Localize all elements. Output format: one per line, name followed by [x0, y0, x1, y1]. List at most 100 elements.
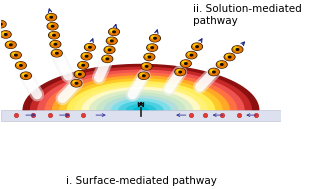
Text: i. Surface-mediated pathway: i. Surface-mediated pathway [66, 176, 216, 186]
Circle shape [145, 54, 154, 60]
Circle shape [102, 55, 113, 62]
Circle shape [104, 46, 115, 53]
Circle shape [194, 44, 198, 47]
Circle shape [84, 44, 95, 51]
Circle shape [106, 48, 110, 50]
Circle shape [81, 53, 92, 60]
Circle shape [236, 49, 239, 50]
Circle shape [185, 63, 187, 64]
Circle shape [181, 60, 191, 67]
Circle shape [150, 35, 160, 41]
Circle shape [23, 74, 27, 76]
Circle shape [111, 30, 115, 32]
Circle shape [21, 72, 31, 79]
Circle shape [141, 63, 152, 70]
Circle shape [111, 40, 113, 42]
Circle shape [10, 52, 21, 59]
Circle shape [107, 38, 116, 44]
Circle shape [150, 35, 160, 42]
Polygon shape [111, 99, 171, 110]
Circle shape [78, 73, 81, 75]
Circle shape [52, 50, 61, 56]
Circle shape [5, 41, 16, 48]
Circle shape [47, 14, 56, 20]
Circle shape [51, 50, 62, 57]
Circle shape [87, 45, 90, 48]
Circle shape [226, 55, 230, 57]
Circle shape [177, 70, 181, 72]
Circle shape [228, 56, 231, 58]
Polygon shape [75, 85, 207, 110]
Circle shape [0, 31, 11, 38]
Circle shape [143, 75, 145, 77]
Polygon shape [30, 67, 252, 110]
Circle shape [1, 31, 10, 37]
Circle shape [149, 45, 153, 48]
Circle shape [113, 31, 115, 33]
Circle shape [20, 65, 22, 66]
Polygon shape [38, 70, 244, 110]
Circle shape [51, 33, 55, 36]
Circle shape [179, 71, 181, 73]
Circle shape [4, 34, 7, 35]
Circle shape [104, 57, 108, 59]
Circle shape [108, 49, 111, 51]
Circle shape [51, 25, 54, 27]
Circle shape [53, 34, 55, 36]
Circle shape [196, 46, 198, 47]
Circle shape [75, 71, 84, 77]
Circle shape [9, 44, 12, 46]
Polygon shape [45, 73, 237, 110]
Circle shape [106, 58, 109, 60]
Polygon shape [97, 93, 185, 110]
Circle shape [76, 72, 80, 75]
Circle shape [73, 81, 77, 84]
Circle shape [72, 80, 81, 86]
Circle shape [71, 80, 82, 87]
Polygon shape [119, 102, 163, 110]
Circle shape [48, 23, 57, 29]
Text: ii. Solution-mediated
pathway: ii. Solution-mediated pathway [193, 4, 302, 26]
Circle shape [51, 41, 60, 47]
Circle shape [138, 72, 149, 79]
Circle shape [0, 21, 6, 28]
Circle shape [13, 53, 17, 56]
Circle shape [53, 51, 57, 54]
Circle shape [188, 53, 192, 56]
Circle shape [190, 54, 193, 56]
Circle shape [216, 61, 227, 68]
Circle shape [181, 60, 190, 67]
Circle shape [142, 63, 151, 69]
Circle shape [224, 53, 235, 60]
Circle shape [79, 62, 88, 68]
Circle shape [82, 53, 91, 59]
Bar [1, 110, 281, 121]
Circle shape [56, 52, 58, 54]
Circle shape [148, 45, 157, 51]
Circle shape [217, 61, 226, 67]
Circle shape [192, 44, 202, 50]
Circle shape [8, 43, 12, 45]
Circle shape [49, 32, 59, 39]
Circle shape [0, 22, 1, 25]
Polygon shape [104, 96, 178, 110]
Circle shape [175, 68, 186, 76]
Circle shape [0, 23, 2, 25]
Polygon shape [89, 90, 192, 110]
Circle shape [148, 56, 151, 58]
Circle shape [105, 47, 114, 53]
Circle shape [232, 46, 243, 53]
Circle shape [147, 44, 158, 51]
Circle shape [225, 54, 234, 60]
Polygon shape [67, 82, 214, 110]
Circle shape [154, 37, 156, 39]
Circle shape [110, 29, 118, 35]
Circle shape [187, 52, 196, 58]
Circle shape [75, 82, 78, 84]
Circle shape [151, 47, 154, 48]
Circle shape [0, 21, 5, 27]
Circle shape [3, 32, 6, 35]
Circle shape [85, 55, 88, 57]
Circle shape [21, 73, 30, 79]
Circle shape [176, 69, 185, 75]
